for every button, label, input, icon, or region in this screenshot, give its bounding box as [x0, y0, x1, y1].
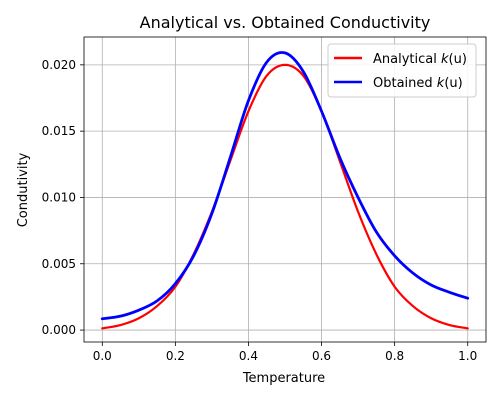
x-axis-label: Temperature	[242, 371, 325, 386]
data-series	[100, 51, 470, 330]
obtained-series-line	[100, 51, 470, 321]
y-tick-label: 0.015	[42, 124, 76, 138]
x-tick-label: 0.2	[166, 349, 185, 363]
y-tick-label: 0.020	[42, 58, 76, 72]
x-tick-label: 0.4	[239, 349, 258, 363]
x-tick-label: 0.0	[93, 349, 112, 363]
chart-title: Analytical vs. Obtained Conductivity	[140, 13, 431, 32]
legend-label-analytical: Analytical k(u)	[373, 52, 467, 67]
plot-frame	[83, 36, 487, 343]
axis-ticks: 0.0 0.2 0.4 0.6 0.8 1.0 0.000 0.005 0.010 0.015 0.…	[42, 58, 478, 363]
y-axis-label: Condutivity	[16, 152, 31, 227]
y-tick-label: 0.010	[42, 190, 76, 204]
x-tick-label: 0.6	[312, 349, 331, 363]
x-tick-label: 0.8	[385, 349, 404, 363]
legend-label-obtained: Obtained k(u)	[373, 76, 463, 91]
y-tick-label: 0.005	[42, 257, 76, 271]
analytical-series-line	[101, 63, 469, 330]
y-tick-label: 0.000	[42, 323, 76, 337]
x-tick-label: 1.0	[458, 349, 477, 363]
legend: Analytical k(u) Obtained k(u)	[327, 43, 477, 98]
legend-box	[327, 43, 477, 98]
